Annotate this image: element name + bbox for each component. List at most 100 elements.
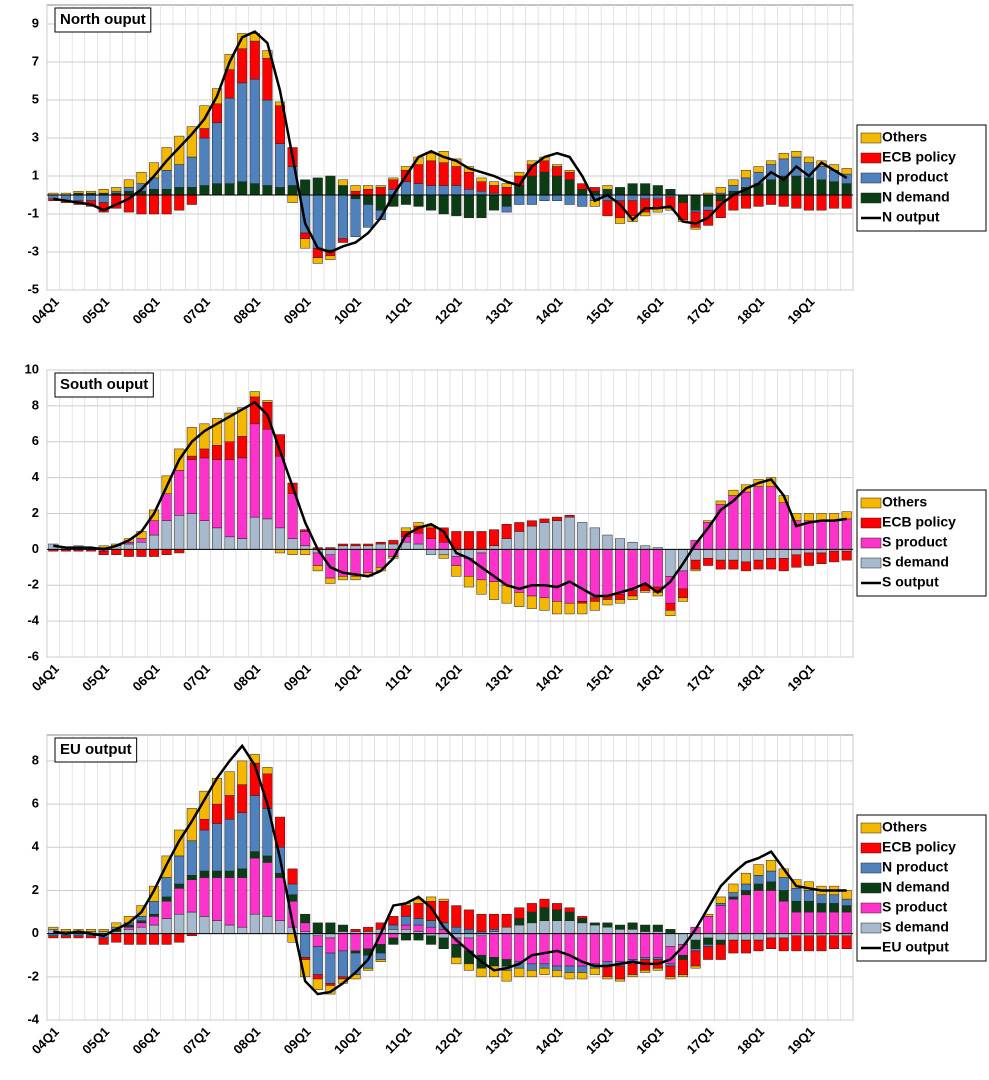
bar-segment bbox=[161, 877, 172, 898]
bar-segment bbox=[337, 950, 348, 978]
bar-segment bbox=[564, 171, 575, 181]
x-tick-label: 11Q1 bbox=[382, 294, 415, 327]
bar-segment bbox=[161, 493, 172, 521]
bar-segment bbox=[350, 185, 361, 192]
bar-segment bbox=[489, 181, 500, 186]
bar-segment bbox=[388, 937, 399, 945]
bar-segment bbox=[766, 477, 777, 487]
bar-segment bbox=[690, 559, 701, 570]
legend-label: EU output bbox=[882, 939, 949, 955]
bar-segment bbox=[375, 922, 386, 930]
bar-segment bbox=[614, 194, 626, 201]
bar-segment bbox=[614, 593, 626, 600]
bar-segment bbox=[715, 944, 726, 960]
bar-segment bbox=[161, 520, 172, 550]
bar-segment bbox=[740, 890, 751, 896]
bar-segment bbox=[237, 868, 248, 878]
bar-segment bbox=[627, 194, 638, 201]
x-tick-label: 10Q1 bbox=[331, 294, 364, 327]
bar-segment bbox=[665, 933, 676, 947]
bar-segment bbox=[186, 126, 197, 158]
bar-segment bbox=[388, 929, 399, 934]
x-tick-label: 16Q1 bbox=[633, 294, 666, 327]
bar-segment bbox=[690, 209, 701, 213]
bar-segment bbox=[501, 959, 512, 967]
bar-segment bbox=[86, 190, 97, 194]
bar-segment bbox=[463, 909, 474, 930]
bar-segment bbox=[312, 935, 323, 947]
legend-label: ECB policy bbox=[882, 839, 956, 855]
bar-segment bbox=[136, 922, 147, 928]
bar-segment bbox=[249, 795, 260, 852]
bar-segment bbox=[174, 187, 185, 196]
bar-segment bbox=[86, 929, 97, 932]
bar-segment bbox=[413, 918, 424, 926]
bar-segment bbox=[753, 939, 764, 952]
bar-segment bbox=[640, 590, 651, 593]
legend-label: Others bbox=[882, 819, 927, 835]
bar-segment bbox=[501, 933, 512, 960]
x-tick-label: 15Q1 bbox=[583, 294, 616, 327]
bar-segment bbox=[501, 913, 512, 928]
bar-segment bbox=[438, 541, 449, 550]
bar-segment bbox=[413, 194, 424, 207]
bar-segment bbox=[325, 952, 336, 984]
bar-segment bbox=[577, 549, 588, 602]
bar-segment bbox=[161, 170, 172, 190]
bar-segment bbox=[262, 400, 273, 403]
bar-segment bbox=[564, 516, 575, 550]
bar-segment bbox=[602, 922, 613, 928]
bar-segment bbox=[337, 179, 348, 186]
bar-segment bbox=[111, 187, 122, 192]
bar-segment bbox=[690, 948, 701, 952]
bar-segment bbox=[350, 929, 361, 932]
bar-segment bbox=[728, 185, 739, 192]
bar-segment bbox=[526, 595, 537, 609]
bar-segment bbox=[463, 576, 474, 588]
bar-segment bbox=[337, 543, 348, 547]
bar-segment bbox=[174, 913, 185, 934]
bar-segment bbox=[778, 502, 789, 550]
bar-segment bbox=[199, 829, 210, 872]
bar-segment bbox=[300, 545, 311, 550]
bar-segment bbox=[174, 855, 185, 885]
x-tick-label: 10Q1 bbox=[331, 661, 364, 694]
bar-segment bbox=[400, 924, 411, 930]
bar-segment bbox=[728, 892, 739, 898]
bar-segment bbox=[614, 965, 626, 980]
bar-segment bbox=[375, 541, 386, 545]
y-tick-label: 4 bbox=[32, 469, 40, 484]
x-tick-label: 08Q1 bbox=[230, 1024, 263, 1057]
bar-segment bbox=[829, 520, 840, 550]
bar-segment bbox=[312, 922, 323, 934]
bar-segment bbox=[841, 898, 852, 906]
bar-segment bbox=[514, 924, 525, 934]
bar-segment bbox=[791, 888, 802, 902]
bar-segment bbox=[426, 935, 437, 945]
bar-segment bbox=[262, 99, 273, 186]
bar-segment bbox=[803, 156, 814, 163]
bar-segment bbox=[602, 200, 613, 217]
bar-segment bbox=[728, 896, 739, 900]
bar-segment bbox=[426, 527, 437, 539]
bar-segment bbox=[98, 550, 109, 556]
bar-segment bbox=[552, 175, 563, 196]
bar-segment bbox=[174, 470, 185, 516]
bar-segment bbox=[249, 913, 260, 934]
bar-segment bbox=[174, 888, 185, 915]
bar-segment bbox=[577, 601, 588, 604]
bar-segment bbox=[161, 896, 172, 902]
bar-segment bbox=[703, 933, 714, 939]
bar-segment bbox=[363, 543, 374, 547]
bar-segment bbox=[564, 549, 575, 604]
x-tick-label: 16Q1 bbox=[633, 1024, 666, 1057]
bar-segment bbox=[778, 194, 789, 207]
legend-swatch bbox=[860, 537, 882, 549]
bar-segment bbox=[602, 933, 613, 962]
bar-segment bbox=[652, 967, 663, 971]
bar-segment bbox=[350, 576, 361, 581]
bar-segment bbox=[577, 602, 588, 615]
bar-segment bbox=[249, 78, 260, 184]
bar-segment bbox=[577, 922, 588, 934]
bar-segment bbox=[766, 486, 777, 550]
